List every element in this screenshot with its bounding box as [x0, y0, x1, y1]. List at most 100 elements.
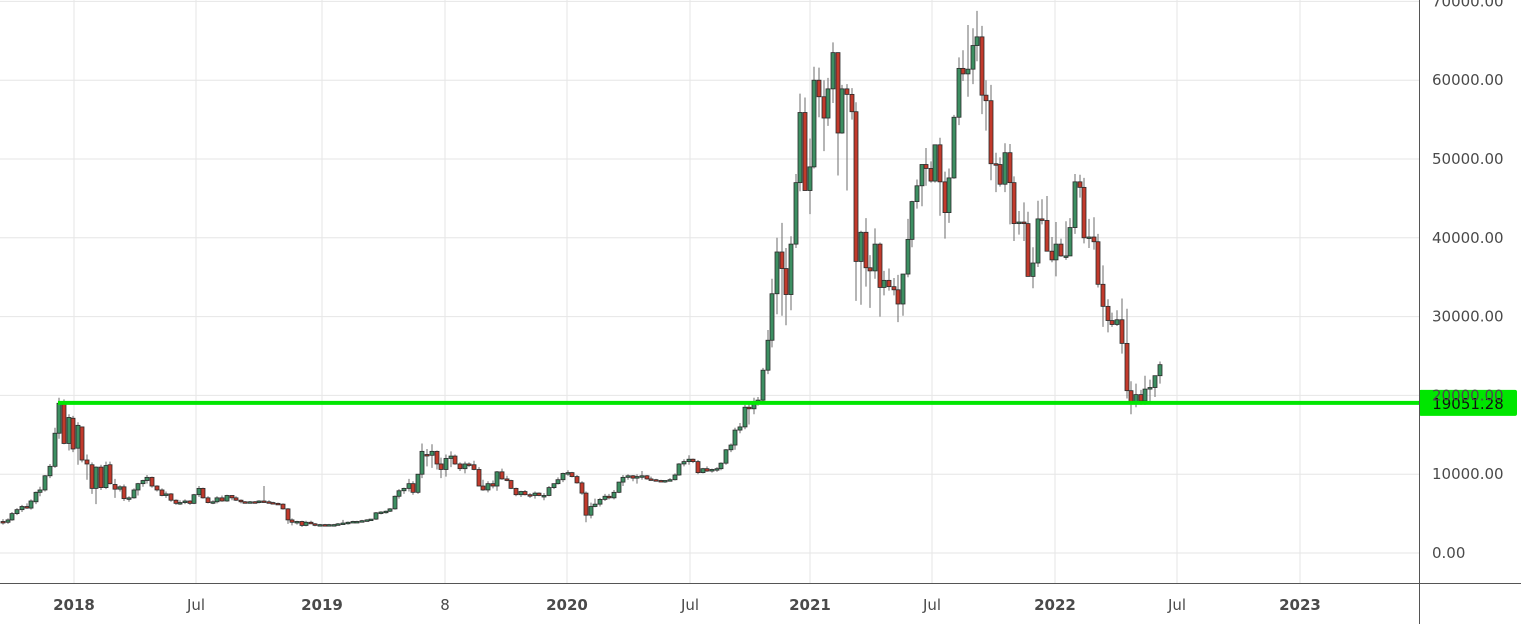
- candle-down: [98, 466, 104, 488]
- candle-up: [742, 406, 748, 428]
- candle-up: [47, 465, 53, 477]
- candle-down: [434, 450, 440, 465]
- candle-down: [490, 483, 496, 487]
- candle-up: [224, 495, 230, 502]
- candle-up: [667, 479, 673, 482]
- candle-up: [602, 495, 608, 500]
- candle-down: [285, 508, 291, 521]
- candle-down: [1105, 305, 1111, 321]
- candle-up: [1152, 375, 1158, 388]
- grid-lines: [0, 0, 1419, 583]
- y-tick-label: 50000.00: [1432, 150, 1504, 168]
- candle-down: [844, 88, 850, 95]
- candle-up: [33, 491, 39, 503]
- candle-up: [760, 369, 766, 401]
- support-line[interactable]: 19051.28: [58, 389, 1517, 416]
- candle-down: [289, 519, 295, 523]
- candle-up: [1002, 152, 1008, 185]
- candle-down: [1100, 283, 1106, 307]
- price-axis[interactable]: 0.00 10000.00 20000.00 30000.00 40000.00 5000…: [1419, 0, 1504, 624]
- candle-up: [597, 499, 603, 505]
- candle-down: [504, 478, 510, 481]
- candle-down: [644, 475, 650, 480]
- candle-down: [937, 144, 943, 183]
- candle-down: [849, 93, 855, 113]
- candle-up: [1053, 243, 1059, 261]
- candle-up: [182, 500, 188, 503]
- candle-down: [308, 521, 314, 525]
- candle-down: [61, 402, 67, 444]
- candle-down: [1081, 186, 1087, 239]
- candle-down: [84, 459, 90, 465]
- candle-down: [229, 495, 235, 499]
- candle-up: [905, 238, 911, 275]
- candle-up: [406, 483, 412, 489]
- candle-down: [1039, 218, 1045, 221]
- candle-down: [653, 479, 659, 482]
- candle-down: [522, 491, 528, 496]
- x-tick-label: 2021: [789, 596, 831, 614]
- x-tick-label: 2023: [1279, 596, 1321, 614]
- candle-up: [737, 426, 743, 431]
- candle-up: [131, 489, 137, 499]
- candle-down: [527, 494, 533, 497]
- candle-up: [639, 475, 645, 478]
- candle-up: [681, 461, 687, 465]
- x-tick-label: 8: [440, 596, 450, 614]
- candle-down: [1049, 250, 1055, 261]
- candle-up: [191, 494, 197, 504]
- candle-down: [746, 406, 752, 410]
- candle-down: [200, 487, 206, 499]
- candle-up: [565, 472, 571, 475]
- x-tick-label: 2020: [546, 596, 588, 614]
- candle-down: [187, 500, 193, 504]
- candle-down: [923, 164, 929, 169]
- x-tick-label: Jul: [186, 596, 205, 614]
- candle-up: [210, 501, 216, 504]
- candle-up: [364, 519, 370, 522]
- candle-up: [932, 144, 938, 182]
- candle-up: [354, 521, 360, 524]
- candle-down: [233, 497, 239, 501]
- candle-up: [1142, 388, 1148, 402]
- candle-up: [19, 506, 25, 511]
- candle-up: [392, 495, 398, 510]
- candle-down: [508, 480, 514, 489]
- candle-up: [317, 524, 323, 527]
- y-tick-label: 70000.00: [1432, 0, 1504, 10]
- candle-up: [303, 521, 309, 526]
- candle-up: [75, 424, 81, 449]
- candle-up: [140, 480, 146, 485]
- candle-up: [335, 523, 341, 526]
- candle-down: [606, 495, 612, 499]
- candle-down: [877, 243, 883, 288]
- candle-down: [816, 79, 822, 98]
- candle-down: [261, 500, 267, 503]
- candle-up: [616, 481, 622, 493]
- candle-down: [895, 289, 901, 305]
- candle-down: [1077, 181, 1083, 188]
- candle-down: [322, 524, 328, 527]
- candle-up: [383, 510, 389, 514]
- time-axis[interactable]: 2018 Jul 2019 8 2020 Jul 2021 Jul 2022 Jul 2023: [0, 583, 1521, 615]
- candle-up: [970, 45, 976, 70]
- candle-up: [177, 502, 183, 505]
- candle-up: [956, 67, 962, 118]
- candle-down: [695, 461, 701, 474]
- candle-up: [919, 164, 925, 187]
- candle-up: [532, 492, 538, 496]
- candle-down: [499, 471, 505, 480]
- candle-up: [126, 497, 132, 500]
- candle-up: [331, 524, 337, 527]
- candle-up: [103, 465, 109, 488]
- candle-up: [965, 68, 971, 75]
- candle-up: [462, 463, 468, 470]
- candle-up: [1072, 181, 1078, 228]
- x-tick-label: 2022: [1034, 596, 1076, 614]
- candle-up: [345, 521, 351, 525]
- candle-down: [983, 94, 989, 102]
- candle-down: [574, 476, 580, 484]
- candle-up: [946, 177, 952, 213]
- candle-down: [471, 464, 477, 470]
